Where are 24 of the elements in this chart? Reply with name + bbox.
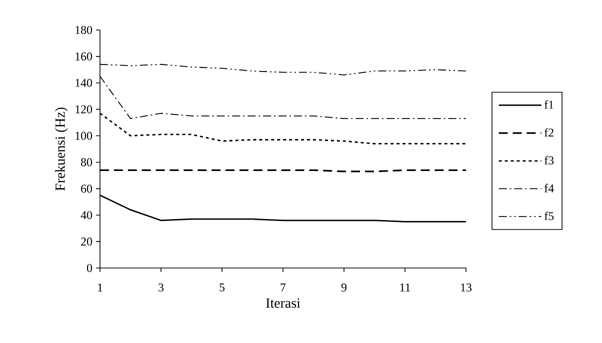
y-tick-label: 100 (76, 132, 92, 140)
x-tick-label: 1 (98, 283, 102, 292)
y-tick-label: 180 (76, 26, 92, 34)
x-tick-label: 3 (158, 283, 164, 292)
y-tick-label: 140 (76, 78, 92, 87)
y-tick-label: 60 (81, 184, 92, 193)
x-tick-label: 9 (341, 283, 346, 292)
legend-label: f2 (544, 128, 554, 137)
legend-label: f5 (544, 212, 554, 220)
y-tick-label: 120 (76, 105, 92, 114)
y-axis-title: Frekuensi (Hz) (55, 108, 68, 191)
legend-label: f1 (544, 100, 554, 109)
legend-label: f4 (544, 184, 554, 192)
x-tick-label: 7 (280, 283, 286, 292)
y-tick-label: 40 (80, 211, 92, 220)
legend-label: f3 (544, 156, 554, 164)
x-tick-label: 11 (400, 283, 410, 292)
y-tick-label: 20 (81, 238, 92, 246)
y-tick-label: 160 (76, 52, 92, 60)
y-tick-label: 0 (86, 264, 92, 272)
x-tick-label: 13 (461, 283, 472, 292)
x-axis-title: Iterasi (266, 298, 300, 308)
x-tick-label: 5 (220, 283, 225, 292)
y-tick-label: 80 (80, 158, 92, 166)
